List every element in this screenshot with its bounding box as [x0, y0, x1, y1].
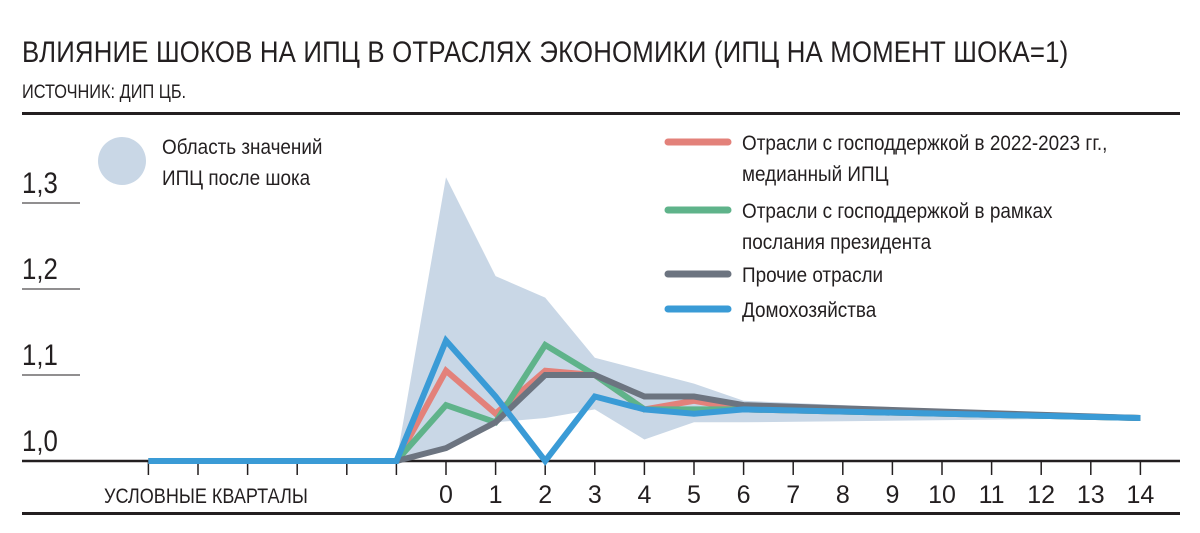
- band-legend-label: Область значений: [162, 136, 322, 159]
- legend-label: послания президента: [742, 231, 932, 254]
- x-tick-label: 9: [885, 481, 899, 509]
- x-tick-label: 2: [538, 481, 552, 509]
- top-rule: [22, 112, 1180, 115]
- series-line: [148, 372, 1141, 464]
- legend-label: медианный ИПЦ: [742, 163, 889, 186]
- series-layer: [148, 335, 1141, 466]
- bottom-rule: [22, 512, 1180, 515]
- x-tick-label: 5: [687, 481, 701, 509]
- series-line: [148, 335, 1141, 466]
- x-tick-label: 8: [836, 481, 850, 509]
- x-tick-label: 13: [1077, 481, 1105, 509]
- x-tick-label: 1: [489, 481, 503, 509]
- legend-label: Прочие отрасли: [742, 264, 883, 287]
- chart-source: ИСТОЧНИК: ДИП ЦБ.: [22, 82, 187, 103]
- x-tick-label: 11: [979, 481, 1005, 509]
- x-tick-label: 12: [1027, 481, 1055, 509]
- x-tick-label: 10: [928, 481, 956, 509]
- x-tick-label: 14: [1126, 481, 1154, 509]
- y-tick-label: 1,1: [22, 338, 58, 371]
- grid-layer: 1,0 1,1 1,2 1,3: [22, 166, 80, 457]
- band-legend-swatch: [98, 137, 146, 185]
- legend-label: Отрасли с господдержкой в рамках: [742, 200, 1052, 223]
- y-tick-label: 1,0: [22, 424, 58, 457]
- band-legend-label: ИПЦ после шока: [162, 167, 311, 190]
- y-tick-label: 1,2: [22, 252, 58, 285]
- x-tick-label: 4: [637, 481, 651, 509]
- band-layer: [396, 177, 1141, 461]
- legend-label: Домохозяйства: [742, 299, 877, 322]
- legend-layer: Область значений ИПЦ после шока Отрасли с …: [98, 132, 1107, 322]
- x-tick-label: 6: [737, 481, 751, 509]
- legend-label: Отрасли с господдержкой в 2022-2023 гг.,: [742, 132, 1107, 155]
- x-axis-title: УСЛОВНЫЕ КВАРТАЛЫ: [104, 485, 308, 509]
- y-tick-label: 1,3: [22, 166, 58, 199]
- chart-title: ВЛИЯНИЕ ШОКОВ НА ИПЦ В ОТРАСЛЯХ ЭКОНОМИК…: [22, 36, 1069, 69]
- x-tick-label: 7: [786, 481, 800, 509]
- cpi-range-band: [396, 177, 1141, 461]
- x-tick-label: 0: [439, 481, 453, 509]
- x-tick-label: 3: [588, 481, 602, 509]
